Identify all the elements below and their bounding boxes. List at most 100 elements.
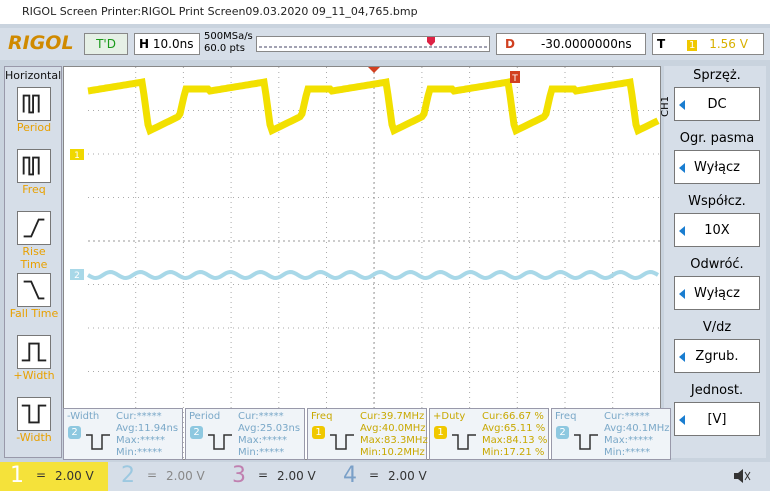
measure-avg: Avg:11.94ns <box>116 423 179 434</box>
measure-avg: Avg:40.1MHz <box>604 423 670 434</box>
measurement: +Duty 1 Cur:66.67 % Avg:65.11 % Max:84.13 % M… <box>429 408 549 460</box>
d-label: D <box>505 37 515 51</box>
item-icon <box>17 149 51 183</box>
channel-coupling: = <box>258 468 269 482</box>
item-label: +Width <box>13 369 55 382</box>
measure-source: 2 <box>68 426 81 439</box>
measure-min: Min:***** <box>604 447 651 458</box>
channel-scale: 2.00 V <box>388 469 427 483</box>
channel: 3 = 2.00 V <box>222 462 330 491</box>
icon-shape <box>22 156 40 176</box>
measure-source: 2 <box>556 426 569 439</box>
channel-number: 2 <box>121 463 135 488</box>
item-label: -Width <box>16 431 52 444</box>
item-label: V/dz <box>702 320 732 335</box>
measure-icon <box>208 434 232 450</box>
memory-pattern <box>259 37 487 48</box>
item-value: 10X <box>674 213 760 247</box>
item-value: [V] <box>674 402 760 436</box>
timebase-value: 10.0ns <box>152 37 194 51</box>
run-status: T'D <box>84 33 128 55</box>
ch2-wave <box>86 269 660 281</box>
item-label: Freq <box>22 183 46 196</box>
icon-shape <box>22 94 40 114</box>
measure-icon <box>574 434 598 450</box>
channel-marker <box>70 149 84 160</box>
item-value: Wyłącz <box>674 276 760 310</box>
delay-value: -30.0000000ns <box>540 37 632 51</box>
item-value: Wyłącz <box>674 150 760 184</box>
measure-cur: Cur:***** <box>116 411 162 422</box>
item-label: Współcz. <box>688 194 746 209</box>
measure-source: 2 <box>190 426 203 439</box>
measure-avg: Avg:40.0MHz <box>360 423 426 434</box>
menu-item: Period <box>9 87 59 147</box>
measure-max: Max:***** <box>604 435 654 446</box>
menu-title: Horizontal <box>5 69 62 82</box>
menu-item: Sprzęż. DC <box>674 68 760 130</box>
icon-shape <box>330 434 354 450</box>
channel: 1 = 2.00 V <box>0 462 108 491</box>
bottom-bar: 1 = 2.00 V 2 = 2.00 V 3 = 2.00 V 4 = 2.00 V <box>0 462 770 491</box>
sample-rate: 500MSa/s <box>204 31 253 42</box>
menu-item: -Width <box>9 397 59 457</box>
measure-icon <box>86 434 110 450</box>
trigger-marker <box>510 71 520 83</box>
measurement: -Width 2 Cur:***** Avg:11.94ns Max:***** Min:… <box>63 408 183 460</box>
waveform-area: 1 2 T <box>70 67 660 459</box>
measure-icon <box>330 434 354 450</box>
logo: RIGOL <box>8 32 74 54</box>
measure-cur: Cur:66.67 % <box>482 411 544 422</box>
item-label: Ogr. pasma <box>679 131 755 146</box>
t-label: T <box>657 37 666 51</box>
menu-item: Jednost. [V] <box>674 383 760 445</box>
item-label: Period <box>16 121 52 134</box>
menu-item: Rise Time <box>9 211 59 271</box>
trigger-source: 1 <box>687 40 698 51</box>
measure-name: -Width <box>67 411 100 422</box>
measure-source: 1 <box>312 426 325 439</box>
channel: 2 = 2.00 V <box>111 462 219 491</box>
measure-min: Min:10.2MHz <box>360 447 425 458</box>
menu-item: V/dz Zgrub. <box>674 320 760 382</box>
channel-marker <box>70 269 84 280</box>
ch1-wave <box>87 77 660 136</box>
trigger: T 1 1.56 V <box>652 33 764 55</box>
channel-scale: 2.00 V <box>55 469 94 483</box>
measure-name: Period <box>189 411 221 422</box>
h-label: H <box>139 37 150 51</box>
channel-scale: 2.00 V <box>277 469 316 483</box>
measurement: Freq 2 Cur:***** Avg:40.1MHz Max:***** Min:**… <box>551 408 671 460</box>
channel-marker-label: 1 <box>74 151 80 161</box>
item-label: Jednost. <box>690 383 744 398</box>
menu-item: Fall Time <box>9 273 59 333</box>
channel-number: 3 <box>232 463 246 488</box>
channel-coupling: = <box>369 468 380 482</box>
icon-shape <box>574 434 598 450</box>
measure-name: Freq <box>311 411 333 422</box>
item-label: Odwróć. <box>690 257 744 272</box>
acq: 500MSa/s 60.0 pts <box>204 31 253 55</box>
measure-icon <box>452 434 476 450</box>
channel-label: CH1 <box>660 96 671 117</box>
item-label: Sprzęż. <box>693 68 741 83</box>
measure-avg: Avg:65.11 % <box>482 423 546 434</box>
memory-bar <box>256 36 490 52</box>
measure-min: Min:***** <box>238 447 285 458</box>
measure-name: Freq <box>555 411 577 422</box>
menu-item: +Width <box>9 335 59 395</box>
item-icon <box>17 87 51 121</box>
timebase: H 10.0ns <box>134 33 200 55</box>
measure-cur: Cur:***** <box>238 411 284 422</box>
measure-cur: Cur:***** <box>604 411 650 422</box>
left-menu: Horizontal Period Freq Rise Time Fall Time +… <box>4 66 62 458</box>
measure-max: Max:84.13 % <box>482 435 548 446</box>
title-bar: RIGOL Screen Printer:RIGOL Print Screen0… <box>0 0 770 24</box>
channel-marker-label: 2 <box>74 271 80 281</box>
points: 60.0 pts <box>204 43 245 54</box>
item-icon <box>17 273 51 307</box>
icon-shape <box>208 434 232 450</box>
icon-shape <box>21 342 47 362</box>
measure-cur: Cur:39.7MHz <box>360 411 425 422</box>
